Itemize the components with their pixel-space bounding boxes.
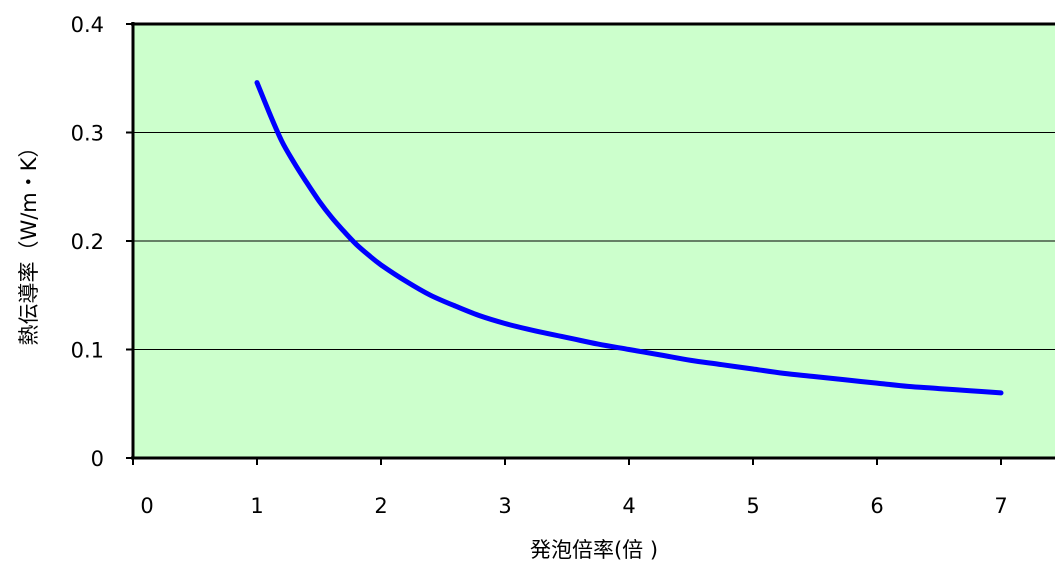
y-tick-label: 0 bbox=[91, 447, 104, 471]
x-tick-label: 6 bbox=[870, 494, 883, 518]
ticks bbox=[126, 23, 1002, 465]
y-tick-label: 0.3 bbox=[71, 122, 104, 146]
tick-labels: 0 0.1 0.2 0.3 0.4 0 1 2 3 4 5 6 7 bbox=[71, 13, 1008, 518]
y-tick-label: 0.1 bbox=[71, 339, 104, 363]
x-axis-title: 発泡倍率(倍 ) bbox=[530, 538, 658, 562]
x-tick-label: 3 bbox=[498, 494, 511, 518]
x-tick-label: 1 bbox=[250, 494, 263, 518]
y-tick-label: 0.2 bbox=[71, 230, 104, 254]
x-tick-label: 0 bbox=[140, 494, 153, 518]
gridlines bbox=[133, 132, 1055, 350]
x-tick-label: 7 bbox=[994, 494, 1007, 518]
y-axis-title: 熱伝導率（W/m・K） bbox=[17, 136, 41, 345]
series-line bbox=[254, 80, 1004, 396]
y-tick-label: 0.4 bbox=[71, 13, 104, 37]
x-tick-label: 4 bbox=[622, 494, 635, 518]
x-tick-label: 2 bbox=[374, 494, 387, 518]
x-tick-label: 5 bbox=[746, 494, 759, 518]
